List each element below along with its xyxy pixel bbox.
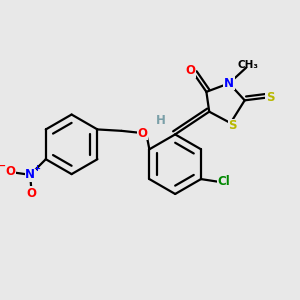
Text: O: O bbox=[186, 64, 196, 77]
Text: O: O bbox=[138, 127, 148, 140]
Text: S: S bbox=[229, 119, 237, 132]
Text: −: − bbox=[0, 161, 6, 171]
Text: CH₃: CH₃ bbox=[237, 60, 258, 70]
Text: N: N bbox=[224, 77, 234, 90]
Text: O: O bbox=[27, 187, 37, 200]
Text: Cl: Cl bbox=[217, 176, 230, 188]
Text: O: O bbox=[5, 166, 15, 178]
Text: +: + bbox=[33, 164, 40, 173]
Text: H: H bbox=[156, 114, 166, 127]
Text: N: N bbox=[25, 168, 35, 181]
Text: S: S bbox=[266, 91, 275, 104]
